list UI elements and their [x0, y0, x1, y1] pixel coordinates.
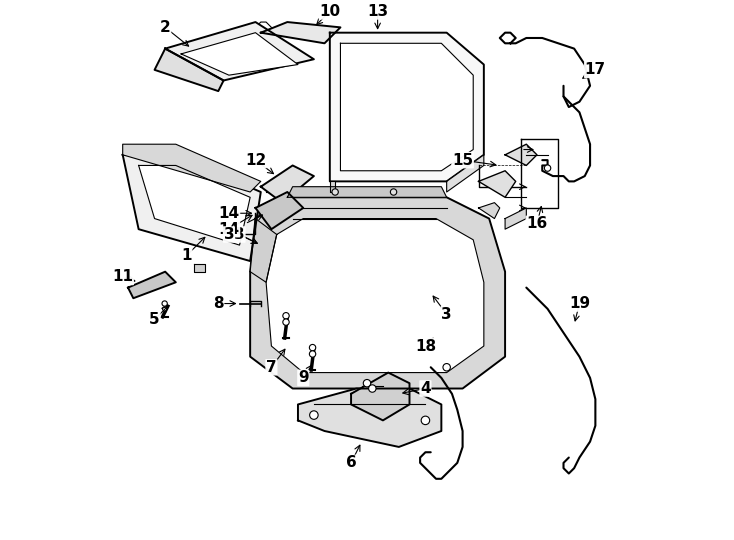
- Circle shape: [332, 189, 338, 195]
- Polygon shape: [287, 187, 447, 197]
- Text: 12: 12: [245, 153, 266, 167]
- Text: 1: 1: [181, 248, 192, 263]
- Text: 15: 15: [452, 153, 473, 167]
- Polygon shape: [261, 165, 314, 202]
- Text: 3: 3: [234, 227, 245, 242]
- Circle shape: [310, 411, 318, 420]
- Text: 5: 5: [149, 312, 160, 327]
- Polygon shape: [261, 22, 341, 43]
- Circle shape: [545, 165, 550, 171]
- Polygon shape: [479, 171, 516, 197]
- Polygon shape: [139, 165, 250, 245]
- Polygon shape: [330, 33, 484, 181]
- Circle shape: [309, 345, 316, 351]
- Polygon shape: [341, 43, 473, 171]
- Circle shape: [283, 319, 289, 325]
- Text: 8: 8: [213, 296, 224, 311]
- Polygon shape: [479, 202, 500, 219]
- Polygon shape: [351, 373, 410, 420]
- Circle shape: [443, 363, 451, 371]
- Text: 14: 14: [218, 222, 239, 237]
- Text: 17: 17: [585, 62, 606, 77]
- Text: 16: 16: [526, 217, 548, 231]
- Polygon shape: [123, 155, 261, 261]
- Text: 14: 14: [218, 206, 239, 221]
- Text: 19: 19: [569, 296, 590, 311]
- Text: 9: 9: [298, 370, 308, 386]
- Polygon shape: [255, 192, 303, 229]
- Polygon shape: [123, 144, 261, 192]
- Polygon shape: [330, 181, 335, 192]
- Polygon shape: [250, 197, 505, 388]
- Text: 3: 3: [224, 227, 234, 242]
- Text: 6: 6: [346, 455, 357, 470]
- Polygon shape: [128, 272, 176, 298]
- Polygon shape: [505, 144, 537, 165]
- Text: 3: 3: [441, 307, 452, 322]
- Circle shape: [162, 301, 167, 306]
- Circle shape: [283, 313, 289, 319]
- Polygon shape: [181, 33, 298, 75]
- Polygon shape: [266, 219, 484, 373]
- Polygon shape: [165, 22, 314, 80]
- Text: 10: 10: [319, 4, 341, 19]
- Polygon shape: [447, 155, 484, 192]
- Polygon shape: [505, 208, 526, 229]
- Text: 7: 7: [266, 360, 277, 375]
- Circle shape: [309, 351, 316, 357]
- Circle shape: [162, 307, 167, 311]
- Polygon shape: [298, 388, 441, 447]
- Text: 2: 2: [160, 20, 170, 35]
- Text: 13: 13: [367, 4, 388, 19]
- Text: 18: 18: [415, 339, 436, 354]
- Text: 11: 11: [112, 269, 133, 285]
- Circle shape: [363, 380, 371, 387]
- Polygon shape: [195, 264, 205, 272]
- Circle shape: [421, 416, 429, 424]
- Text: 4: 4: [420, 381, 431, 396]
- Polygon shape: [155, 49, 224, 91]
- Polygon shape: [250, 219, 277, 282]
- Circle shape: [368, 385, 376, 392]
- Circle shape: [390, 189, 397, 195]
